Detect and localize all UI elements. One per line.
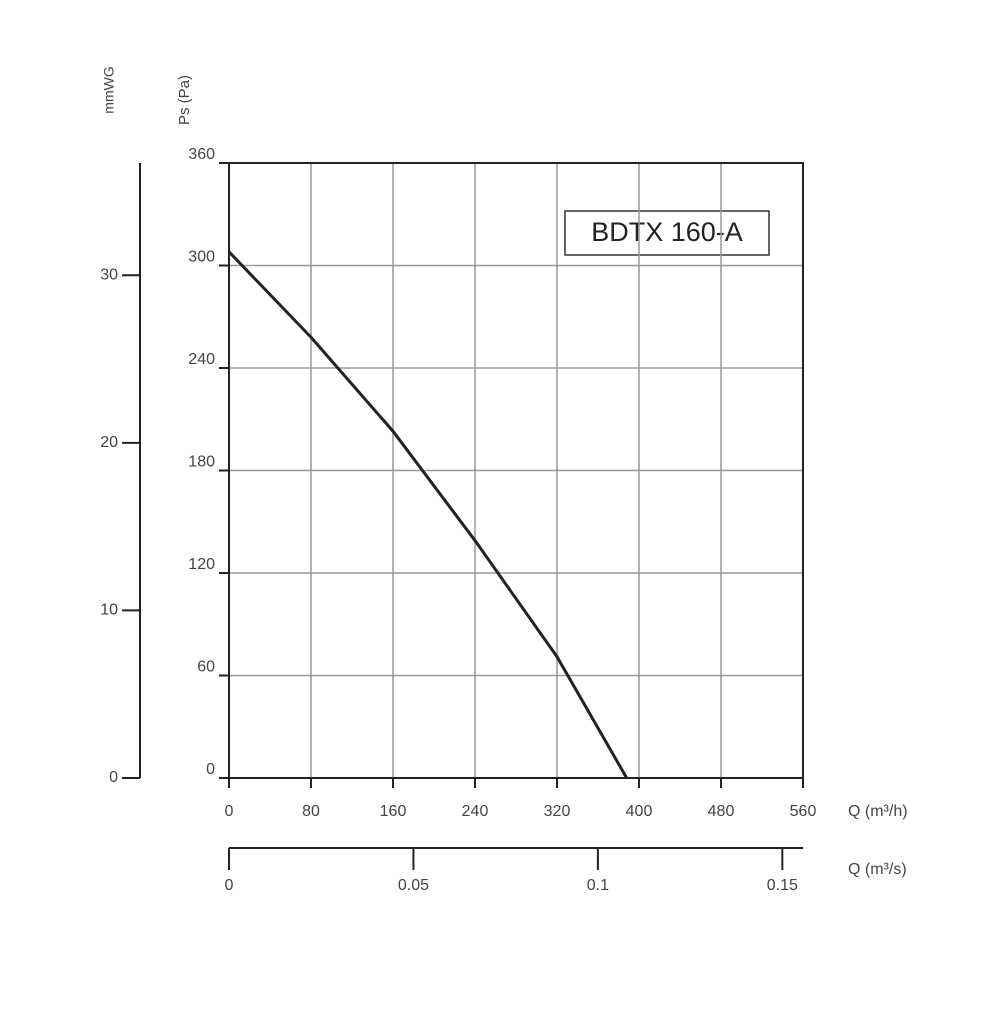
- x-tick-label: 400: [626, 803, 653, 820]
- x-tick-label: 240: [462, 803, 489, 820]
- x2-tick-label: 0.1: [587, 877, 609, 894]
- y-tick-label: 300: [188, 249, 215, 266]
- y2-tick-label: 0: [109, 769, 118, 786]
- x-axis-label: Q (m³/h): [848, 803, 908, 820]
- annotation-box: [564, 210, 770, 256]
- y2-axis-label: mmWG: [101, 66, 117, 113]
- x-tick-label: 320: [544, 803, 571, 820]
- x2-tick-label: 0.05: [398, 877, 429, 894]
- annotation: BDTX 160-A: [591, 217, 743, 247]
- y-tick-label: 180: [188, 454, 215, 471]
- curve: [227, 250, 629, 779]
- y-axis-label: Ps (Pa): [176, 75, 193, 125]
- y-tick-label: 60: [197, 659, 215, 676]
- x-tick-label: 560: [790, 803, 817, 820]
- x2-axis-label: Q (m³/s): [848, 861, 907, 878]
- y-tick-label: 0: [206, 761, 215, 778]
- plot-frame: [228, 162, 804, 779]
- x-tick-label: 80: [302, 803, 320, 820]
- y2-tick-label: 10: [100, 602, 118, 619]
- y2-tick-label: 30: [100, 266, 118, 283]
- y-tick-label: 360: [188, 146, 215, 163]
- x-tick-label: 0: [225, 803, 234, 820]
- y-tick-label: 120: [188, 556, 215, 573]
- x-tick-label: 160: [380, 803, 407, 820]
- y2-tick-label: 20: [100, 434, 118, 451]
- x-tick-label: 480: [708, 803, 735, 820]
- x2-tick-label: 0: [225, 877, 234, 894]
- y-tick-label: 240: [188, 351, 215, 368]
- x2-tick-label: 0.15: [767, 877, 798, 894]
